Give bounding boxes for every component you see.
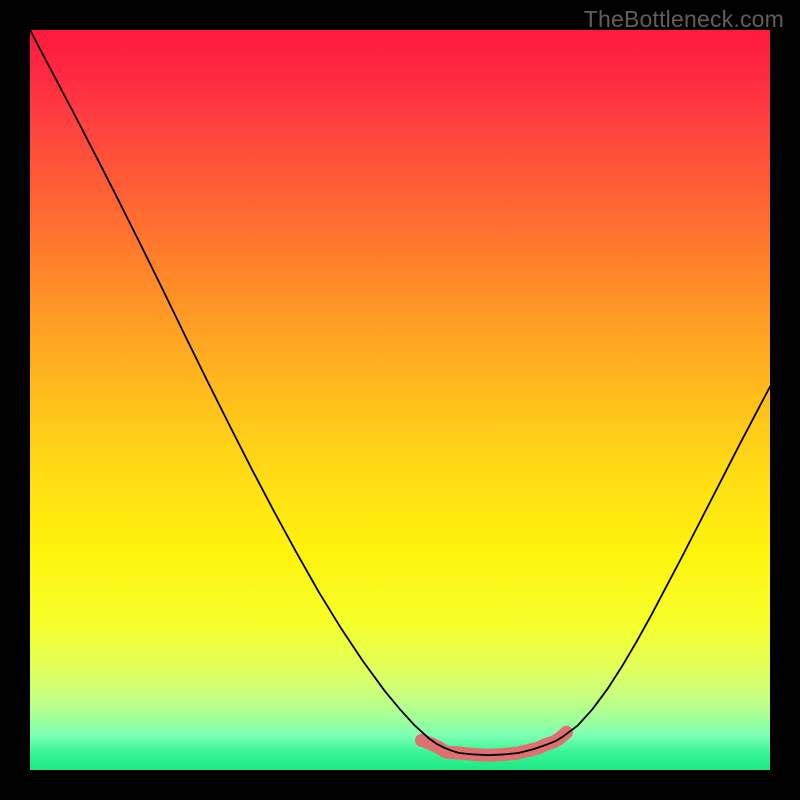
chart-frame: TheBottleneck.com (0, 0, 800, 800)
gradient-background (30, 30, 770, 770)
watermark-text: TheBottleneck.com (584, 6, 784, 33)
chart-svg (30, 30, 770, 770)
plot-area (30, 30, 770, 770)
